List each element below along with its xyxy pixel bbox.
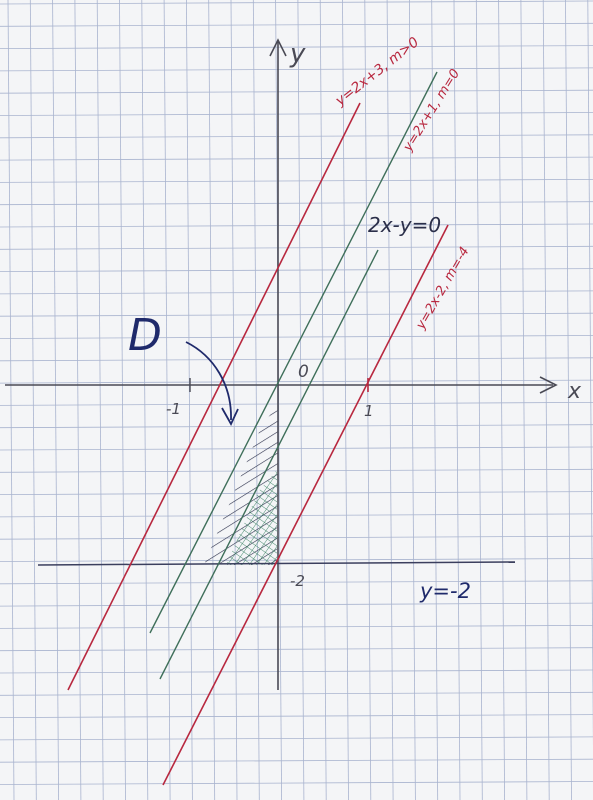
grid-line-vertical xyxy=(75,0,81,800)
grid-line-horizontal xyxy=(0,291,593,294)
grid-line-horizontal xyxy=(0,670,593,673)
grid-line-vertical xyxy=(343,0,349,800)
grid-line-vertical xyxy=(476,0,482,800)
line-red-upper xyxy=(68,103,360,690)
grid-line-horizontal xyxy=(0,246,593,249)
grid-line-horizontal xyxy=(0,425,593,428)
grid-line-vertical xyxy=(186,0,192,800)
grid-line-horizontal xyxy=(0,603,593,606)
grid-line-horizontal xyxy=(0,113,593,116)
grid-line-vertical xyxy=(231,0,237,800)
region-d-label: D xyxy=(128,310,162,361)
grid-line-horizontal xyxy=(0,536,593,539)
grid-line-vertical xyxy=(120,0,126,800)
tick-label-x-neg1: -1 xyxy=(166,400,181,418)
grid-line-horizontal xyxy=(0,559,593,562)
grid-line-horizontal xyxy=(0,1,593,4)
grid-line-vertical xyxy=(253,0,259,800)
grid-line-horizontal xyxy=(0,269,593,272)
grid-line-horizontal xyxy=(0,179,593,182)
grid-line-horizontal xyxy=(0,135,593,138)
grid-line-horizontal xyxy=(0,782,593,785)
grid-line-horizontal xyxy=(0,447,593,450)
label-line-green-upper: y=2x+1, m=0 xyxy=(400,67,463,155)
grid-line-horizontal xyxy=(0,336,593,339)
grid-line-vertical xyxy=(521,0,527,800)
grid-line-vertical xyxy=(454,0,460,800)
grid-line-horizontal xyxy=(0,224,593,227)
grid-line-horizontal xyxy=(0,157,593,160)
x-axis-label: x xyxy=(567,379,582,404)
grid-line-horizontal xyxy=(0,23,593,26)
tick-label-x-1: 1 xyxy=(364,402,374,420)
grid-line-vertical xyxy=(387,0,393,800)
grid-line-vertical xyxy=(97,0,103,800)
label-line-red-lower: y=2x-2, m=-4 xyxy=(413,245,473,333)
grid-line-vertical xyxy=(499,0,505,800)
grid-line-horizontal xyxy=(0,90,593,93)
label-line-y-neg2: y=-2 xyxy=(419,579,471,603)
grid-line-vertical xyxy=(53,0,59,800)
grid-line-horizontal xyxy=(0,380,593,383)
grid-line-vertical xyxy=(8,0,14,800)
grid-line-vertical xyxy=(298,0,304,800)
grid-line-horizontal xyxy=(0,202,593,205)
grid-line-vertical xyxy=(142,0,148,800)
grid-line-vertical xyxy=(543,0,549,800)
y-axis-label: y xyxy=(289,39,306,69)
grid-line-horizontal xyxy=(0,469,593,472)
grid-line-vertical xyxy=(588,0,593,800)
grid-line-horizontal xyxy=(0,402,593,405)
grid-line-horizontal xyxy=(0,492,593,495)
grid-line-vertical xyxy=(320,0,326,800)
line-green-upper xyxy=(150,72,437,633)
grid-line-horizontal xyxy=(0,313,593,316)
origin-label: 0 xyxy=(298,362,309,382)
label-line-green-mid: 2x-y=0 xyxy=(368,213,441,237)
tick-label-y-neg2: -2 xyxy=(290,572,305,590)
grid-line-horizontal xyxy=(0,514,593,517)
line-green-mid xyxy=(160,250,378,679)
grid-line-vertical xyxy=(365,0,371,800)
grid-line-horizontal xyxy=(0,625,593,628)
grid-line-vertical xyxy=(30,0,36,800)
label-line-red-upper: y=2x+3, m>0 xyxy=(332,34,422,109)
line-red-lower xyxy=(163,225,448,785)
grid-line-horizontal xyxy=(0,358,593,361)
